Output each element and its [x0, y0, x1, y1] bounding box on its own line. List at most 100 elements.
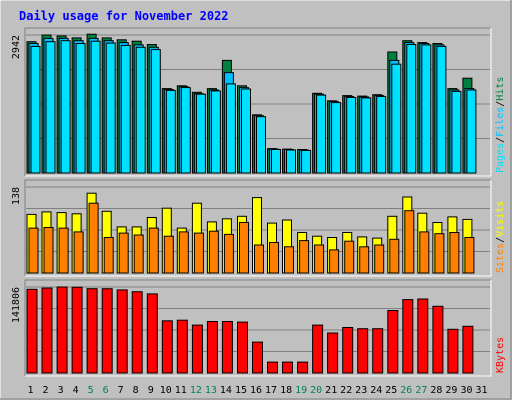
panel-kbytes: 141806 KBytes	[11, 279, 506, 377]
bar-pages-day-18	[286, 149, 296, 174]
bar-sites-day-1	[28, 227, 39, 274]
x-label-day-2: 2	[42, 385, 48, 396]
bar-kbytes-day-8	[131, 291, 143, 374]
bar-kbytes-day-15	[237, 321, 248, 374]
bar-sites-day-18	[284, 246, 294, 274]
legend-hits: Hits	[495, 77, 506, 101]
x-label-day-21: 21	[325, 385, 337, 396]
bar-sites-day-24	[374, 244, 385, 274]
x-label-day-15: 15	[235, 385, 247, 396]
bar-sites-day-4	[73, 231, 84, 274]
bar-pages-day-20	[316, 94, 327, 174]
bar-sites-day-28	[434, 233, 445, 274]
bar-pages-day-26	[406, 44, 417, 174]
x-label-day-13: 13	[205, 385, 217, 396]
bar-pages-day-25	[391, 63, 402, 174]
x-label-day-22: 22	[340, 385, 352, 396]
bar-kbytes-day-6	[101, 288, 113, 374]
bar-kbytes-day-16	[252, 341, 263, 374]
bar-kbytes-day-3	[56, 286, 68, 374]
bar-pages-day-7	[120, 44, 131, 174]
bar-kbytes-day-22	[342, 327, 354, 374]
bar-kbytes-day-30	[462, 325, 474, 374]
x-label-day-3: 3	[58, 385, 64, 396]
legend-kbytes: KBytes	[495, 337, 506, 373]
bar-kbytes-day-9	[146, 293, 158, 374]
panel-bevel-dark	[24, 279, 491, 376]
bar-pages-day-23	[361, 97, 372, 174]
bar-pages-day-16	[256, 116, 266, 174]
x-label-day-27: 27	[415, 385, 427, 396]
bar-kbytes-day-21	[327, 332, 339, 374]
bar-pages-day-2	[45, 41, 56, 174]
panel-visits: 138 Sites/Visits	[11, 179, 506, 277]
x-label-day-29: 29	[445, 385, 457, 396]
panel-bevel-light	[25, 180, 492, 277]
panel-bevel-dark	[24, 179, 491, 276]
bar-sites-day-3	[58, 227, 69, 274]
bar-sites-day-15	[239, 222, 249, 274]
bar-sites-day-17	[269, 242, 279, 274]
bar-pages-day-14	[225, 83, 236, 174]
x-label-day-30: 30	[460, 385, 472, 396]
bar-pages-day-6	[105, 42, 116, 174]
bar-pages-day-30	[466, 89, 477, 174]
x-label-day-1: 1	[27, 385, 33, 396]
x-label-day-14: 14	[220, 385, 232, 396]
bar-kbytes-day-19	[297, 361, 309, 374]
bar-kbytes-day-2	[41, 287, 53, 374]
bar-kbytes-day-25	[387, 310, 399, 374]
bar-kbytes-day-11	[176, 319, 188, 374]
bar-pages-day-19	[301, 150, 312, 174]
x-label-day-23: 23	[355, 385, 367, 396]
x-label-day-5: 5	[88, 385, 94, 396]
bar-pages-day-8	[135, 46, 146, 174]
bar-sites-day-30	[464, 237, 475, 274]
x-label-day-9: 9	[148, 385, 154, 396]
legend-visits: Sites/Visits	[495, 201, 506, 273]
x-label-day-16: 16	[250, 385, 262, 396]
legend-sites: Sites	[495, 243, 506, 273]
bar-pages-day-4	[75, 43, 86, 174]
legend-usage: Pages/Files/Hits	[495, 77, 506, 173]
legend-files: Files	[495, 107, 506, 137]
bar-kbytes-day-12	[191, 324, 203, 374]
bar-pages-day-1	[30, 45, 41, 174]
x-label-day-11: 11	[175, 385, 187, 396]
bar-sites-day-16	[254, 244, 264, 274]
series-sites	[28, 202, 475, 274]
bar-pages-day-17	[271, 149, 281, 174]
legend-visits: Visits	[495, 201, 506, 237]
bar-sites-day-19	[299, 240, 310, 274]
bar-pages-day-9	[150, 49, 161, 174]
bar-pages-day-13	[210, 90, 221, 174]
bar-pages-day-27	[421, 44, 432, 174]
bar-sites-day-20	[314, 244, 325, 274]
bar-pages-day-29	[451, 90, 462, 174]
bar-sites-day-11	[178, 231, 189, 274]
x-label-day-25: 25	[385, 385, 397, 396]
bar-kbytes-day-10	[161, 320, 173, 374]
bar-sites-day-2	[43, 227, 54, 274]
legend-separator: /	[495, 137, 506, 143]
x-label-day-4: 4	[73, 385, 79, 396]
bar-kbytes-day-1	[26, 288, 38, 374]
bar-sites-day-14	[223, 233, 234, 274]
bar-kbytes-day-18	[282, 361, 293, 374]
bar-pages-day-11	[180, 87, 191, 174]
bar-sites-day-9	[148, 227, 159, 274]
legend-kbytes: KBytes	[495, 337, 506, 373]
bar-pages-day-22	[346, 97, 357, 174]
bar-sites-day-25	[389, 238, 400, 274]
x-label-day-20: 20	[310, 385, 322, 396]
bar-kbytes-day-29	[447, 328, 459, 374]
bar-kbytes-day-26	[402, 299, 414, 374]
bar-kbytes-day-5	[86, 288, 98, 374]
bar-sites-day-6	[103, 237, 114, 274]
bar-kbytes-day-28	[432, 305, 444, 374]
bar-pages-day-12	[195, 93, 206, 174]
x-label-day-19: 19	[295, 385, 307, 396]
